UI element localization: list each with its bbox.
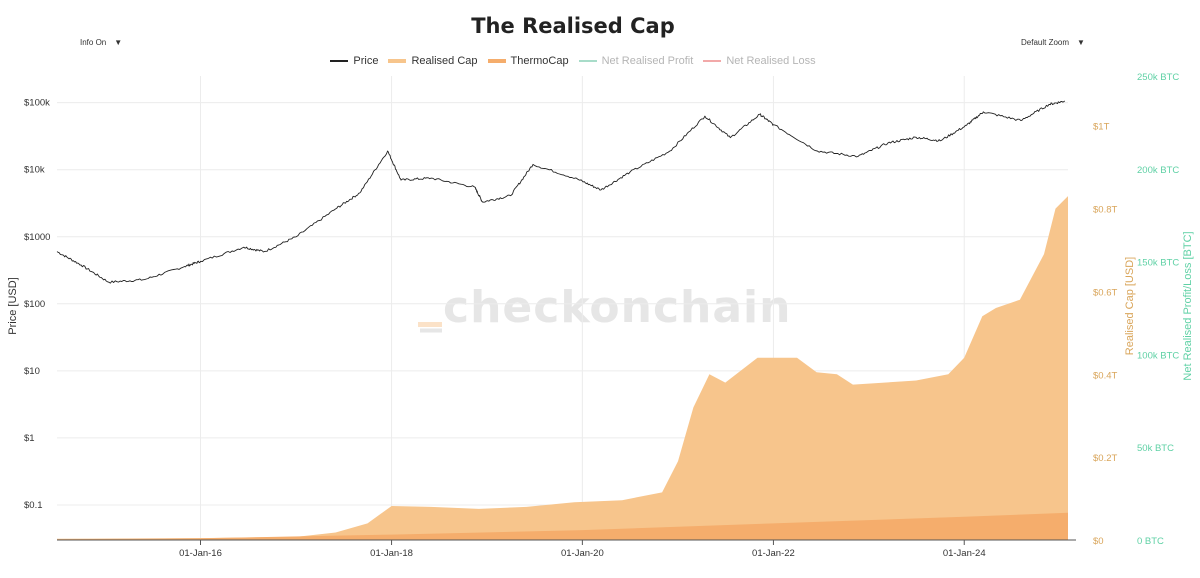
info-toggle[interactable]: Info On ▼ [80,38,122,47]
y-right1-tick-label: $0.2T [1093,453,1117,464]
y-right2-tick-label: 100k BTC [1137,350,1179,361]
y-left-tick-label: $100k [24,98,50,109]
x-tick-label: 01-Jan-20 [561,548,604,559]
y-right2-tick-label: 200k BTC [1137,165,1179,176]
legend-label-realised-cap: Realised Cap [411,55,478,67]
x-tick-label: 01-Jan-24 [943,548,986,559]
price-line [56,100,1066,284]
legend-swatch-net-realised-profit [578,60,597,62]
legend-item-price[interactable]: Price [330,55,378,67]
y-right1-tick-label: $0 [1093,536,1104,547]
legend-swatch-price [330,60,349,62]
thermocap-area [57,512,1068,540]
area-layer [57,196,1068,540]
legend-item-thermocap[interactable]: ThermoCap [487,55,569,67]
x-tick-label: 01-Jan-16 [179,548,222,559]
legend-label-price: Price [353,55,379,67]
caret-down-icon: ▼ [114,38,123,47]
x-tick-label: 01-Jan-18 [370,548,413,559]
watermark: _checkonchain [420,282,792,333]
info-toggle-label: Info On [80,38,107,47]
zoom-select-label: Default Zoom [1021,38,1070,47]
legend-label-thermocap: ThermoCap [510,55,569,67]
y-right2-tick-label: 250k BTC [1137,72,1179,83]
y-right1-tick-label: $0.6T [1093,287,1117,298]
y-left-tick-label: $1000 [24,232,50,243]
y-axis-left-title: Price [USD] [7,277,19,335]
y-right1-tick-label: $0.8T [1093,205,1117,216]
watermark-underscore-bar [418,322,442,327]
legend: Price Realised Cap ThermoCap Net Realise… [0,55,1146,67]
legend-item-net-realised-loss[interactable]: Net Realised Loss [703,55,816,67]
legend-swatch-realised-cap [388,59,407,63]
y-left-tick-label: $0.1 [24,500,43,511]
line-layer [56,100,1066,284]
legend-swatch-thermocap [487,59,506,63]
y-right2-tick-label: 150k BTC [1137,258,1179,269]
legend-swatch-net-realised-loss [703,60,722,62]
y-right1-tick-label: $1T [1093,122,1110,133]
y-left-tick-label: $1 [24,433,35,444]
legend-label-net-realised-profit: Net Realised Profit [601,55,694,67]
y-right2-tick-label: 50k BTC [1137,443,1174,454]
y-left-tick-label: $10k [24,165,45,176]
legend-label-net-realised-loss: Net Realised Loss [726,55,816,67]
zoom-select[interactable]: Default Zoom ▼ [1021,38,1085,47]
y-right1-tick-label: $0.4T [1093,370,1117,381]
x-tick-label: 01-Jan-22 [752,548,795,559]
y-left-tick-label: $10 [24,366,40,377]
y-axis-right1-title: Realised Cap [USD] [1124,256,1136,356]
legend-item-net-realised-profit[interactable]: Net Realised Profit [578,55,694,67]
caret-down-icon: ▼ [1077,38,1085,47]
legend-item-realised-cap[interactable]: Realised Cap [388,55,478,67]
y-axis-right2-title: Net Realised Profit/Loss [BTC] [1182,231,1194,381]
y-right2-tick-label: 0 BTC [1137,536,1164,547]
realised-cap-area [57,196,1068,540]
y-left-tick-label: $100 [24,299,45,310]
chart-title: The Realised Cap [471,14,675,38]
